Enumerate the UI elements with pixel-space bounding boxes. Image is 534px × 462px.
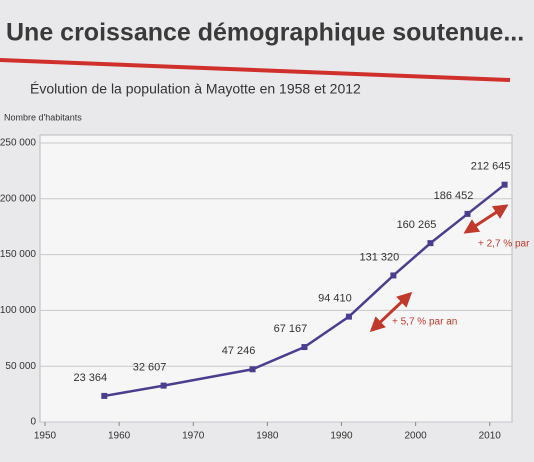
chart-subtitle: Évolution de la population à Mayotte en … (30, 81, 361, 97)
x-tick-label: 1990 (330, 431, 353, 442)
data-label: 32 607 (133, 362, 167, 374)
point (160, 382, 167, 389)
data-label: 131 320 (360, 251, 400, 263)
x-tick-label: 2010 (479, 431, 502, 442)
x-tick-label: 1980 (256, 431, 279, 442)
data-label: 94 410 (318, 293, 352, 305)
y-tick-label: 250 000 (0, 138, 36, 149)
y-tick-label: 150 000 (0, 249, 36, 260)
point (501, 181, 508, 188)
point (427, 240, 434, 247)
data-label: 186 452 (434, 190, 474, 202)
y-tick-label: 200 000 (0, 193, 36, 204)
chart-title: Une croissance démographique soutenue... (6, 19, 524, 47)
y-tick-label: 0 (30, 417, 36, 428)
y-axis-label: Nombre d'habitants (4, 112, 82, 122)
point (345, 313, 352, 320)
arrow (463, 204, 509, 234)
arrow (369, 291, 413, 333)
point (301, 344, 308, 351)
title-rule (0, 58, 511, 82)
point (249, 366, 256, 373)
data-label: 23 364 (73, 372, 107, 384)
x-tick-label: 1970 (182, 431, 205, 442)
y-tick-label: 100 000 (0, 305, 36, 316)
y-tick-label: 50 000 (5, 361, 36, 372)
plot: 0 50 000 100 000 150 000 200 000 250 000 1950 1… (0, 138, 512, 442)
point (101, 392, 108, 399)
data-label: 212 645 (471, 161, 511, 173)
point (464, 210, 471, 217)
x-tick-label: 1950 (34, 431, 57, 442)
annotation: + 5,7 % par an (392, 317, 457, 328)
plot-area (39, 134, 513, 423)
data-label: 67 167 (274, 323, 308, 335)
x-tick-label: 1960 (108, 431, 131, 442)
x-tick-label: 2000 (405, 431, 428, 442)
data-label: 47 246 (222, 345, 256, 357)
data-label: 160 265 (397, 219, 437, 231)
point (390, 272, 397, 279)
annotation: + 2,7 % par (478, 239, 530, 250)
